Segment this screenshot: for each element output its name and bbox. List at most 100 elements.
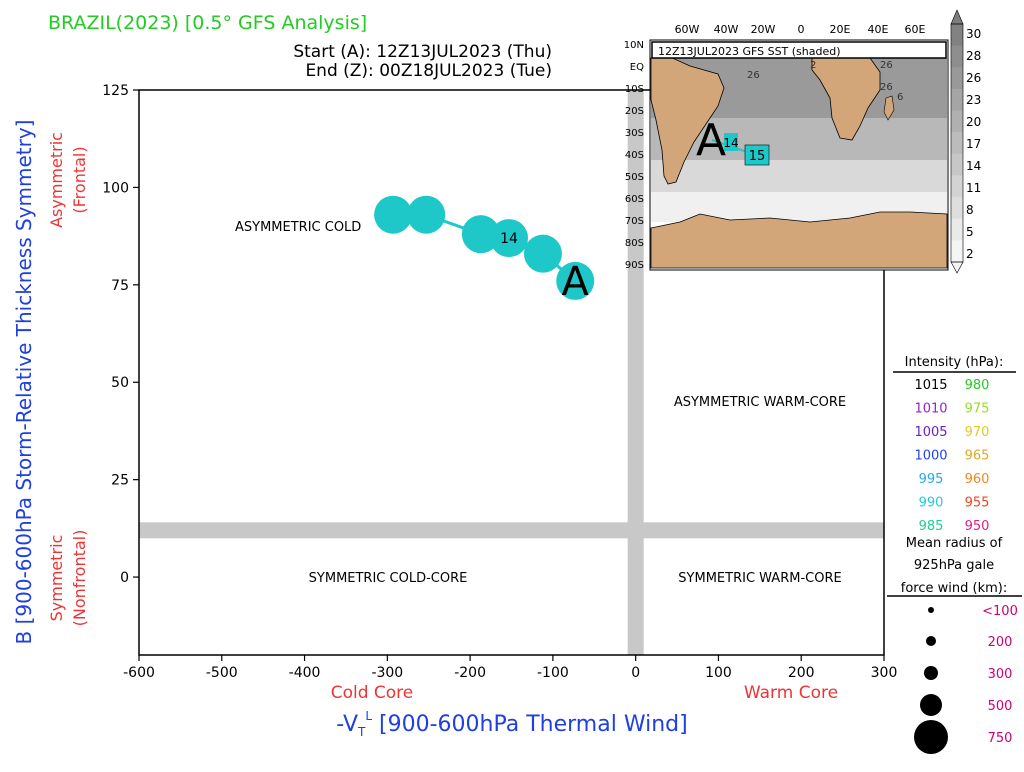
quadrant-asymmetric-warm: ASYMMETRIC WARM-CORE — [674, 395, 846, 410]
x-tick-label: 200 — [788, 665, 815, 681]
longitude-tick-label: 60E — [905, 23, 926, 36]
latitude-tick-label: 70S — [625, 216, 644, 227]
colorbar-segment — [951, 153, 963, 176]
warm-core-label: Warm Core — [744, 683, 838, 703]
x-axis-label-rest: [900-600hPa Thermal Wind] — [372, 712, 688, 737]
x-axis-label: -VTL [900-600hPa Thermal Wind] — [336, 709, 687, 739]
x-axis-ticks: -600 -500 -400 -300 -200 -100 0 100 200 300 — [123, 655, 897, 681]
x-tick-label: 300 — [871, 665, 898, 681]
colorbar-tick-label: 8 — [966, 203, 974, 217]
x-tick-label: 0 — [631, 665, 640, 681]
quadrant-symmetric-cold: SYMMETRIC COLD-CORE — [309, 571, 468, 586]
latitude-tick-label: 40S — [625, 150, 644, 161]
y-tick-label: 75 — [111, 278, 129, 294]
radius-rows: <100 200 300 500 750 — [914, 604, 1018, 754]
intensity-rows: 1015 980 1010 975 1005 970 1000 965 995 960 990 955… — [914, 378, 989, 534]
intensity-value-left: 985 — [919, 519, 944, 534]
radius-legend-value: 750 — [988, 731, 1013, 746]
radius-legend-value: 300 — [988, 667, 1013, 682]
colorbar-top-arrow — [950, 9, 964, 25]
thermal-wind-divider-band — [627, 90, 644, 655]
colorbar-segment — [951, 110, 963, 133]
track-point — [523, 234, 562, 273]
longitude-tick-label: 20E — [830, 23, 851, 36]
radius-legend-dot — [928, 607, 934, 613]
x-axis-label-sub: T — [357, 725, 366, 739]
sst-contour-label: 6 — [897, 92, 903, 103]
intensity-value-right: 965 — [965, 449, 990, 464]
sst-inset-map: 12Z13JUL2023 GFS SST (shaded) 26 2 26 26… — [624, 23, 949, 271]
x-tick-label: -300 — [371, 665, 403, 681]
latitude-tick-label: EQ — [630, 62, 644, 73]
sst-colorbar: 30 28 26 23 20 17 14 11 8 5 2 — [950, 9, 981, 274]
x-tick-label: 100 — [705, 665, 732, 681]
inset-ocean-cool — [651, 160, 947, 192]
intensity-value-right: 955 — [965, 496, 990, 511]
quadrant-asymmetric-cold: ASYMMETRIC COLD — [235, 220, 361, 235]
colorbar-tick-label: 23 — [966, 93, 981, 107]
africa-landmass — [811, 57, 881, 141]
colorbar-bottom-arrow — [950, 261, 964, 274]
longitude-tick-label: 60W — [675, 23, 700, 36]
inset-title-box — [651, 41, 947, 59]
frontal-label: (Frontal) — [70, 146, 89, 213]
x-tick-label: -400 — [289, 665, 321, 681]
intensity-value-left: 1010 — [914, 402, 947, 417]
symmetry-divider-band — [139, 522, 884, 539]
antarctica-landmass — [650, 211, 948, 269]
x-tick-label: -100 — [537, 665, 569, 681]
track-point — [407, 195, 446, 234]
sst-contour-label: 26 — [880, 82, 893, 93]
intensity-value-left: 990 — [919, 496, 944, 511]
x-axis-label-sup: L — [365, 709, 372, 723]
colorbar-tick-label: 11 — [966, 181, 981, 195]
colorbar-segment — [951, 88, 963, 112]
sst-contour-label: 26 — [747, 70, 760, 81]
latitude-tick-label: 90S — [625, 260, 644, 271]
intensity-value-left: 995 — [919, 472, 944, 487]
radius-legend-dot — [924, 666, 938, 680]
colorbar-tick-label: 30 — [966, 27, 981, 41]
track-point — [374, 195, 413, 234]
colorbar-segment — [951, 175, 963, 198]
colorbar-tick-label: 14 — [966, 159, 981, 173]
radius-legend-title-3: force wind (km): — [901, 581, 1007, 596]
asymmetric-label: Asymmetric — [47, 132, 66, 228]
inset-track-mid-label: 14 — [723, 136, 738, 150]
y-tick-label: 50 — [111, 375, 129, 391]
track-point — [461, 215, 500, 254]
cold-core-label: Cold Core — [331, 683, 414, 703]
figure-title: BRAZIL(2023) [0.5° GFS Analysis] — [48, 12, 367, 34]
colorbar-tick-label: 28 — [966, 49, 981, 63]
longitude-tick-label: 20W — [751, 23, 776, 36]
y-axis-label: B [900-600hPa Storm-Relative Thickness S… — [12, 120, 36, 645]
latitude-tick-label: 50S — [625, 172, 644, 183]
intensity-value-right: 970 — [965, 425, 990, 440]
start-time-label: Start (A): 12Z13JUL2023 (Thu) — [293, 42, 552, 62]
intensity-value-right: 980 — [965, 378, 990, 393]
intensity-value-right: 975 — [965, 402, 990, 417]
colorbar-segment — [951, 197, 963, 220]
colorbar-segment — [951, 67, 963, 90]
colorbar-segment — [951, 240, 963, 263]
plot-frame — [138, 89, 885, 656]
colorbar-segment — [951, 218, 963, 241]
track-point-label: A — [562, 259, 590, 305]
sst-contour-label: 2 — [810, 60, 816, 71]
radius-legend-dot — [920, 694, 942, 716]
cyclone-track: A 14 — [374, 195, 595, 305]
radius-legend-title-1: Mean radius of — [906, 536, 1003, 551]
y-tick-label: 25 — [111, 473, 129, 489]
x-tick-label: -200 — [454, 665, 486, 681]
inset-title: 12Z13JUL2023 GFS SST (shaded) — [658, 45, 841, 58]
y-tick-label: 125 — [102, 83, 129, 99]
intensity-value-right: 950 — [965, 519, 990, 534]
colorbar-segment — [951, 45, 963, 68]
x-tick-label: -500 — [206, 665, 238, 681]
longitude-tick-label: 0 — [798, 23, 805, 36]
inset-track-mid-box — [724, 133, 738, 151]
inset-sst-contour-labels: 26 2 26 26 6 — [747, 60, 903, 103]
